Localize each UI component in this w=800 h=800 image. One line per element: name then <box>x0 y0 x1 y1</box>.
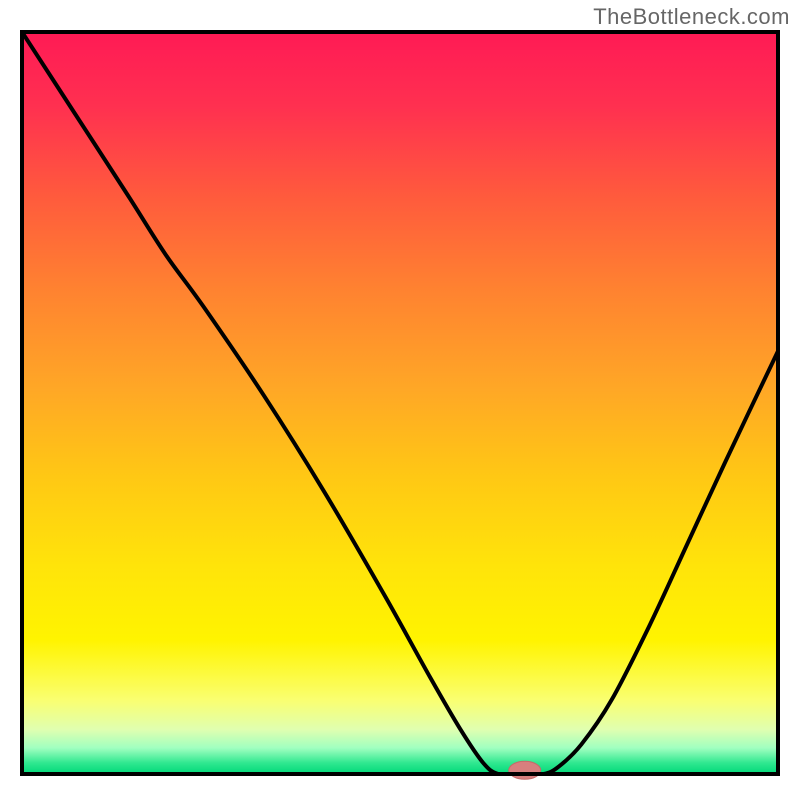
bottleneck-chart <box>0 0 800 800</box>
chart-container: TheBottleneck.com <box>0 0 800 800</box>
plot-area <box>22 32 778 779</box>
watermark-text: TheBottleneck.com <box>593 4 790 30</box>
optimal-marker <box>509 761 541 779</box>
gradient-background <box>22 32 778 774</box>
